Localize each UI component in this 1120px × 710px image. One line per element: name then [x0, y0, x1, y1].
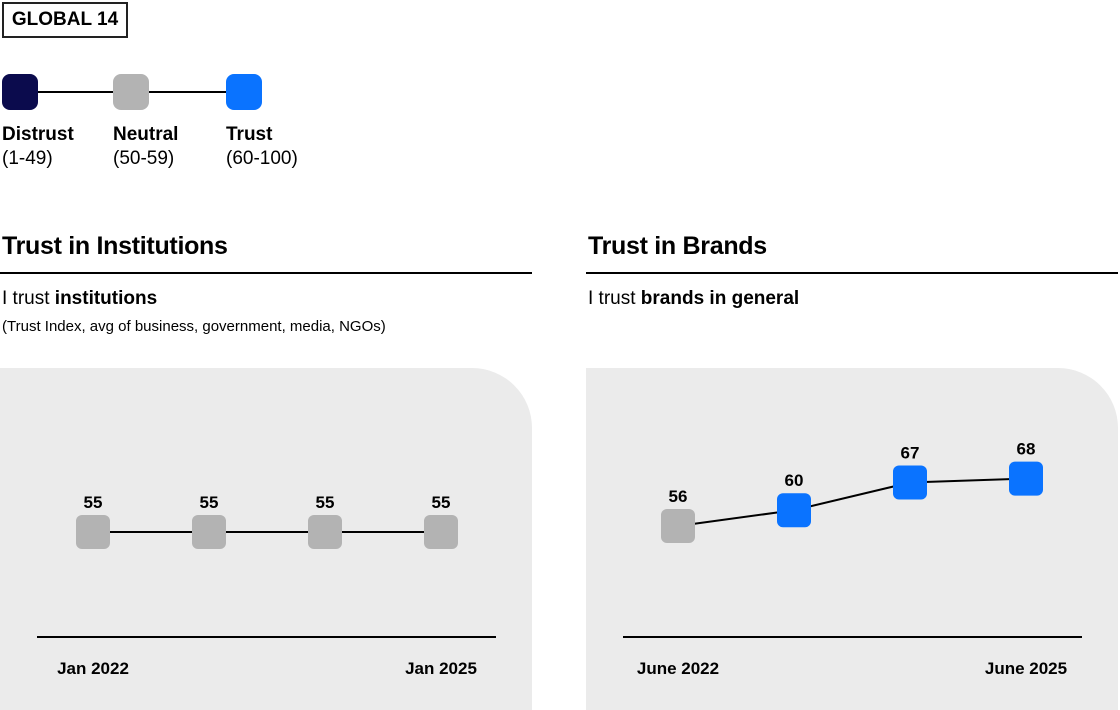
legend-range-distrust: (1-49): [2, 148, 53, 169]
data-point-0: [661, 509, 695, 543]
institutions-question: I trust institutions: [2, 288, 157, 310]
data-label-2: 55: [316, 493, 335, 512]
institutions-chart: 55 55 55 55 Jan 2022 Jan 2025: [0, 368, 532, 710]
data-point-2: [893, 465, 927, 500]
legend-label-distrust: Distrust: [2, 124, 74, 145]
x-start-label: Jan 2022: [57, 659, 129, 678]
legend-swatch-trust: [226, 74, 262, 110]
brands-title: Trust in Brands: [588, 232, 767, 260]
institutions-note: (Trust Index, avg of business, governmen…: [2, 318, 386, 335]
institutions-title: Trust in Institutions: [2, 232, 228, 260]
data-point-0: [76, 515, 110, 549]
series-line: [677, 477, 1027, 527]
data-point-1: [192, 515, 226, 549]
data-label-3: 68: [1017, 440, 1036, 459]
data-label-0: 55: [84, 493, 103, 512]
institutions-question-prefix: I trust: [2, 288, 55, 309]
brands-question-prefix: I trust: [588, 288, 641, 309]
global-badge: GLOBAL 14: [2, 2, 128, 38]
x-end-label: Jan 2025: [405, 659, 477, 678]
institutions-chart-svg: 55 55 55 55 Jan 2022 Jan 2025: [37, 493, 496, 678]
data-point-3: [1009, 461, 1043, 496]
brands-question-bold: brands in general: [640, 288, 800, 309]
data-point-2: [308, 515, 342, 549]
legend-label-neutral: Neutral: [113, 124, 179, 145]
data-label-3: 55: [432, 493, 451, 512]
data-point-3: [424, 515, 458, 549]
data-point-1: [777, 493, 811, 528]
legend-range-neutral: (50-59): [113, 148, 175, 169]
x-start-label: June 2022: [637, 659, 719, 678]
institutions-divider: [0, 272, 532, 274]
brands-chart: 56 60 67 68 June 2022 June 2025: [586, 368, 1118, 710]
legend-swatch-distrust: [2, 74, 38, 110]
brands-chart-svg: 56 60 67 68 June 2022 June 2025: [623, 440, 1082, 678]
brands-divider: [586, 272, 1118, 274]
brands-question: I trust brands in general: [588, 288, 799, 310]
legend-swatch-neutral: [113, 74, 149, 110]
data-label-2: 67: [901, 444, 920, 463]
data-label-1: 55: [200, 493, 219, 512]
data-label-1: 60: [785, 471, 804, 490]
legend-range-trust: (60-100): [226, 148, 298, 169]
x-end-label: June 2025: [985, 659, 1067, 678]
institutions-question-bold: institutions: [54, 288, 158, 309]
trust-legend: Distrust (1-49) Neutral (50-59) Trust (6…: [0, 74, 340, 184]
data-label-0: 56: [669, 487, 688, 506]
legend-label-trust: Trust: [226, 124, 273, 145]
